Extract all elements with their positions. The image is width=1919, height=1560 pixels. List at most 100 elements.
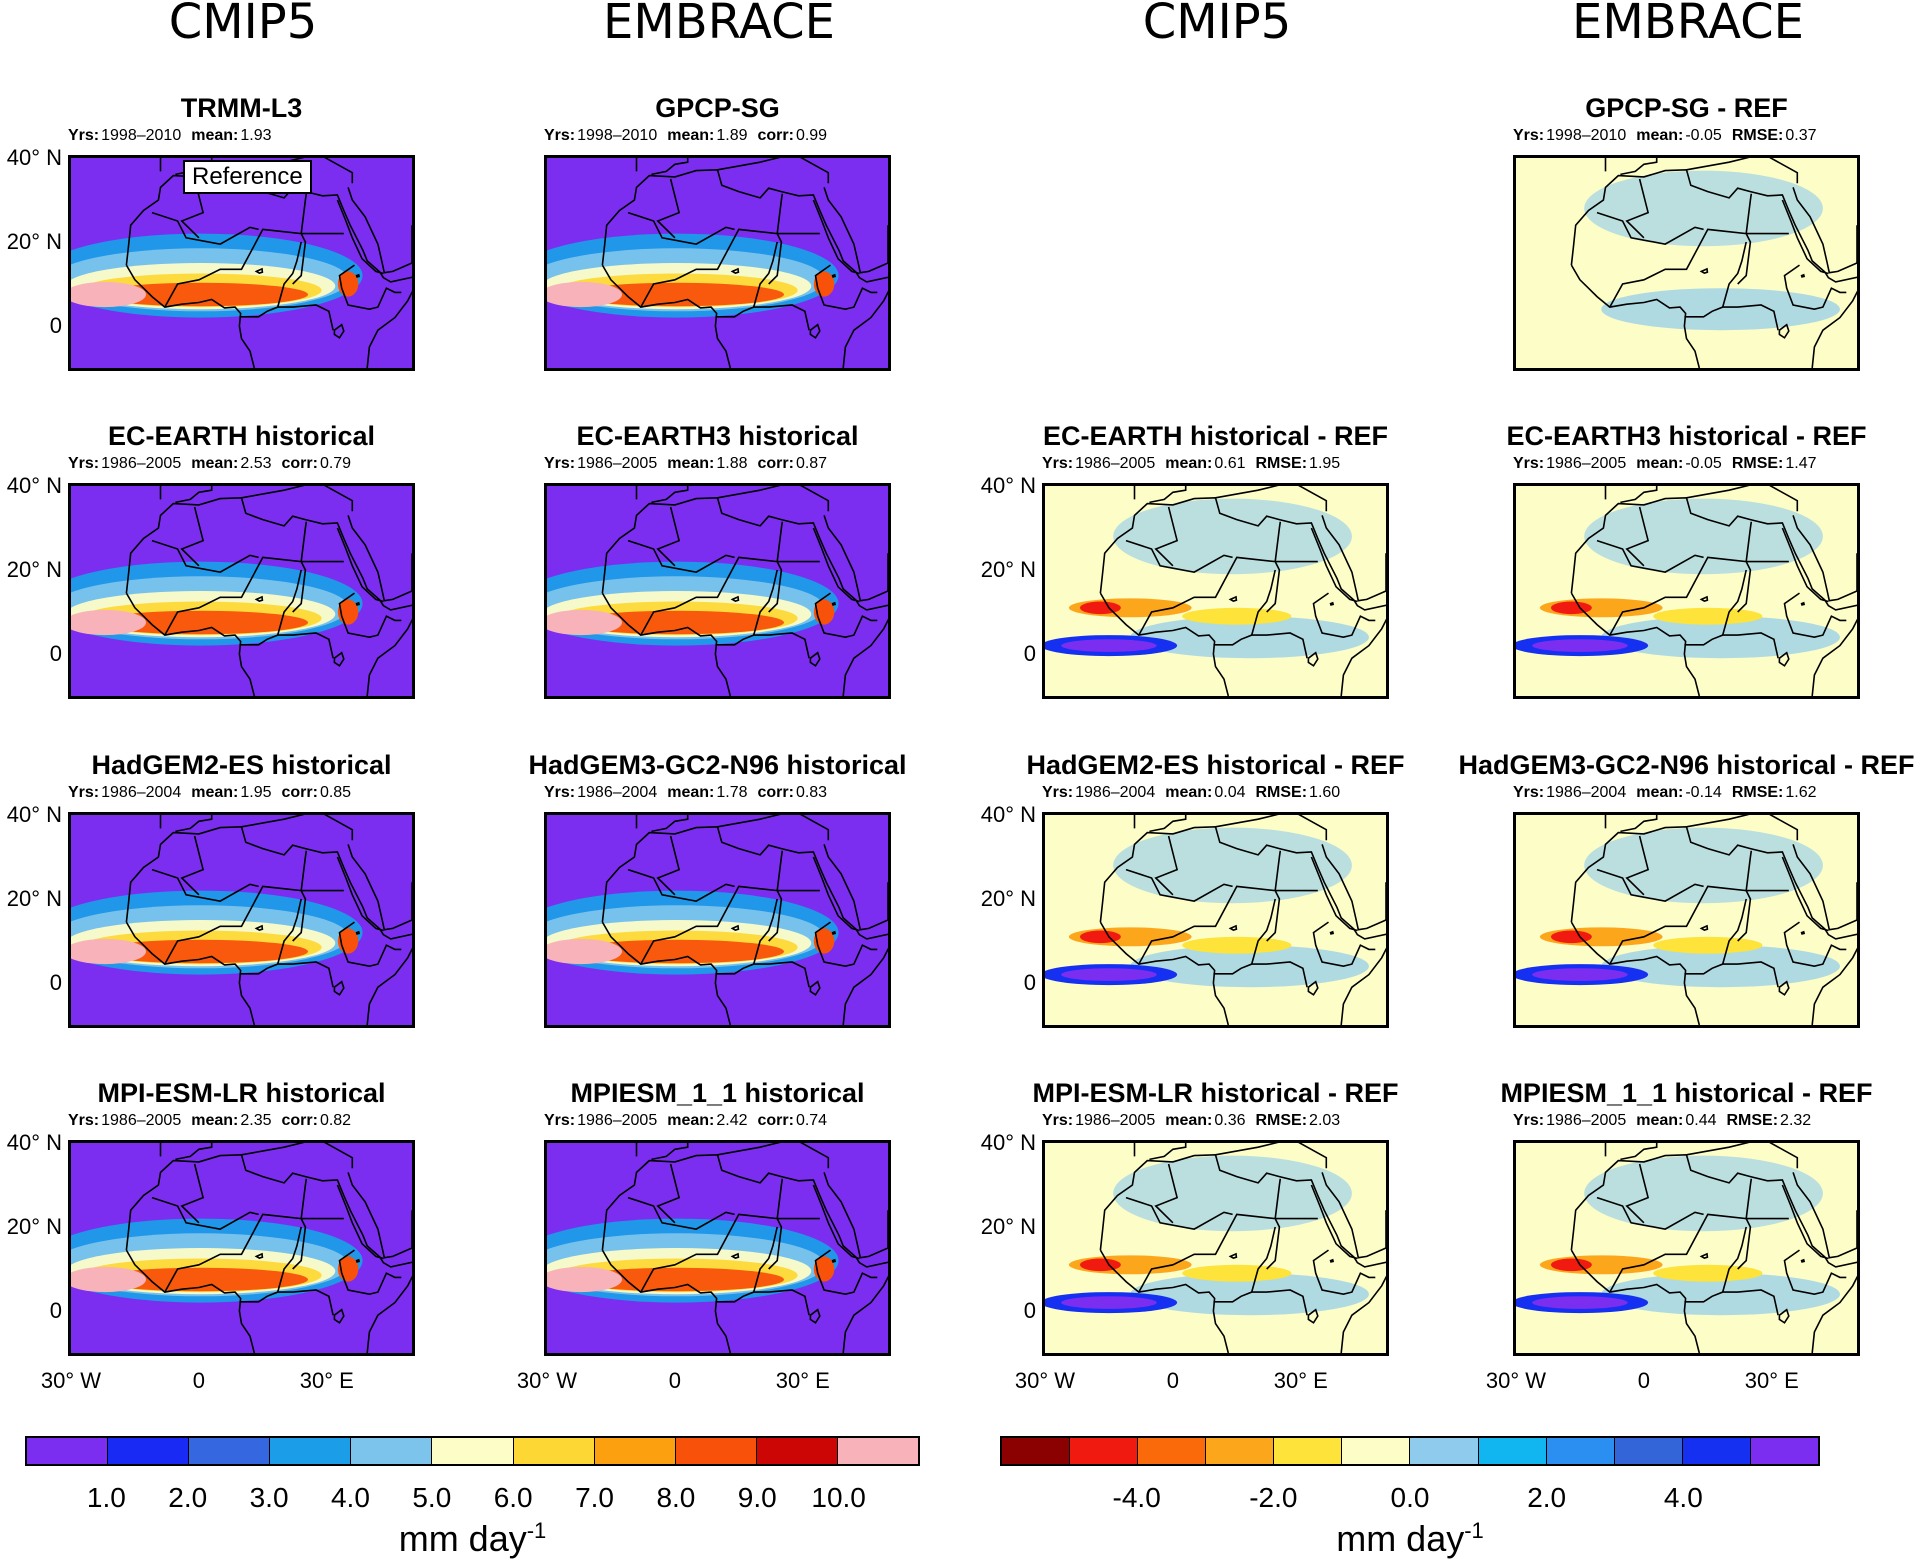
map-svg (547, 815, 888, 1025)
column-header: CMIP5 (168, 0, 318, 50)
diff-positive (1653, 936, 1763, 954)
unit-exponent: -1 (526, 1518, 547, 1543)
precip-max (547, 281, 623, 308)
coastline (812, 856, 860, 932)
diff-patch (1113, 827, 1352, 904)
lake-outline (333, 323, 345, 339)
diff-patch (1130, 616, 1369, 659)
stat-value: 0.85 (319, 784, 352, 801)
coastline (627, 868, 735, 902)
map-svg (71, 486, 412, 696)
stat-label: RMSE: (1255, 1112, 1308, 1129)
stat-mean-value: 1.95 (240, 784, 272, 801)
map-panel (544, 812, 891, 1028)
coastline (164, 885, 307, 965)
map-svg (1516, 1143, 1857, 1353)
panel-stats: Yrs: 1998–2010 mean: 1.93 (68, 127, 281, 145)
diff-patch (1584, 498, 1823, 575)
diff-patch (1584, 1155, 1823, 1232)
coastline (241, 815, 354, 841)
coastline (1721, 1226, 1747, 1293)
stat-mean-label: mean: (667, 1112, 715, 1129)
coastline (241, 1143, 354, 1169)
lake-outline (1329, 601, 1335, 606)
coastline (814, 1249, 878, 1296)
coastline (1604, 486, 1658, 504)
coastline (1570, 1153, 1857, 1353)
stat-label: RMSE: (1731, 784, 1784, 801)
y-tick-label: 0 (49, 313, 62, 338)
colorbar-cell (1546, 1438, 1615, 1464)
stat-yrs-value: 1986–2005 (101, 1112, 182, 1129)
coastline (1215, 1143, 1328, 1169)
y-tick-label: 20° N (6, 886, 62, 911)
lake-outline (1228, 924, 1238, 931)
colorbar-tick-label: 4.0 (1663, 1482, 1703, 1513)
coastline-layer (1099, 815, 1386, 1025)
stat-yrs-label: Yrs: (1513, 127, 1545, 144)
coastline (1570, 1249, 1701, 1353)
stat-value: 2.03 (1309, 1112, 1341, 1129)
coastline (1138, 1213, 1281, 1293)
x-tick-label: 0 (1637, 1368, 1650, 1393)
lake-outline (730, 1252, 740, 1259)
coastline (1604, 1143, 1658, 1161)
colorbar-difference (1000, 1436, 1820, 1466)
coastline (1570, 264, 1701, 368)
stat-yrs-label: Yrs: (1042, 455, 1074, 472)
coastline (336, 527, 384, 603)
stat-value: 2.32 (1780, 1112, 1812, 1129)
lake-outline (809, 980, 821, 996)
coastline (1310, 1184, 1358, 1260)
stat-yrs-label: Yrs: (68, 1112, 100, 1129)
coastline (1783, 592, 1847, 639)
coastline (1745, 850, 1753, 891)
coastline (239, 961, 334, 988)
lake-outline (254, 595, 264, 602)
diff-patch (1584, 827, 1823, 904)
coastline (640, 885, 783, 965)
coastline (1783, 264, 1847, 311)
coastline (717, 815, 830, 841)
lake-outline (809, 1308, 821, 1324)
coastline (814, 592, 878, 639)
coastline (823, 1172, 888, 1259)
coastline (1781, 527, 1829, 603)
lake-outline (333, 1308, 345, 1324)
stat-value: 0.37 (1785, 127, 1817, 144)
coastline (1684, 632, 1779, 659)
coastline (1783, 1249, 1847, 1296)
stat-mean-value: 1.88 (716, 455, 748, 472)
stat-mean-value: -0.05 (1685, 127, 1722, 144)
y-tick-label: 20° N (6, 557, 62, 582)
panel-stats: Yrs: 1986–2005 mean: 0.61 RMSE: 1.95 (1042, 455, 1350, 473)
lake-outline (355, 273, 361, 278)
coastline (1321, 844, 1386, 931)
stat-mean-value: 2.42 (716, 1112, 748, 1129)
column-header: EMBRACE (1572, 0, 1804, 50)
colorbar-cell (1682, 1438, 1751, 1464)
coastline (338, 592, 402, 639)
diff-positive (1550, 1258, 1592, 1272)
field-layer (1516, 158, 1857, 368)
coastline (1310, 527, 1358, 603)
coastline (164, 1213, 307, 1293)
x-tick-label: 30° W (1485, 1368, 1547, 1393)
coastline (627, 1196, 735, 1230)
stat-value: 1.60 (1309, 784, 1341, 801)
coastline (1274, 521, 1282, 562)
coastline (1684, 304, 1779, 331)
panel-stats: Yrs: 1986–2004 mean: 1.78 corr: 0.83 (544, 784, 837, 802)
diff-positive (1550, 930, 1592, 944)
stat-label: corr: (281, 784, 318, 801)
coastline (180, 835, 205, 896)
lake-outline (1800, 601, 1806, 606)
coastline (717, 1143, 830, 1169)
coastline (601, 921, 732, 1025)
coastline (814, 264, 878, 311)
stat-mean-label: mean: (191, 1112, 239, 1129)
coastline-layer (125, 158, 412, 368)
diff-positive (1079, 601, 1121, 615)
coastline (1133, 486, 1187, 504)
field-layer (547, 1143, 888, 1353)
